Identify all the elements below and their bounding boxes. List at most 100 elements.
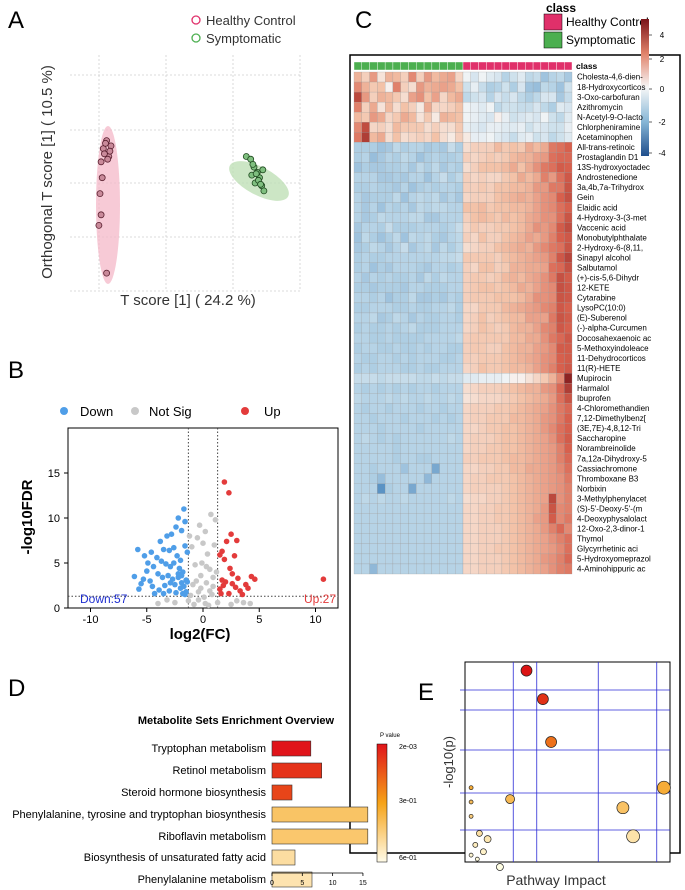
heatmap-cell: [377, 172, 386, 183]
heatmap-cell: [369, 332, 378, 344]
heatmap-cell: [540, 272, 549, 283]
heatmap-legend-healthy-swatch: [543, 13, 563, 31]
heatmap-cell: [525, 503, 534, 514]
heatmap-class-row: [353, 61, 573, 71]
heatmap-cell: [540, 453, 549, 464]
heatmap-cell: [416, 202, 425, 213]
heatmap-cell: [540, 363, 549, 374]
heatmap-cell: [400, 172, 409, 183]
heatmap-row-label: 12-KETE: [577, 284, 609, 293]
heatmap-cell: [353, 543, 362, 555]
heatmap-cell: [377, 292, 386, 304]
heatmap-cell: [377, 262, 386, 273]
heatmap-cell: [494, 112, 503, 123]
not-sig-point: [204, 551, 211, 557]
heatmap-cell: [377, 523, 386, 534]
heatmap-cell: [353, 553, 362, 565]
heatmap-cell: [501, 503, 510, 514]
heatmap-cell: [470, 403, 479, 414]
heatmap-cell: [447, 383, 456, 394]
heatmap-cell: [509, 423, 518, 434]
heatmap-cell: [361, 453, 370, 464]
heatmap-cell: [509, 363, 518, 374]
heatmap-cell: [353, 122, 362, 133]
heatmap-cell: [501, 252, 510, 263]
heatmap-cell: [447, 262, 456, 273]
heatmap-cell: [525, 152, 534, 163]
heatmap-cell: [525, 81, 534, 93]
heatmap-cell: [439, 453, 448, 464]
heatmap-cell: [447, 232, 456, 243]
down-point: [171, 544, 177, 551]
heatmap-cell: [361, 91, 370, 103]
heatmap-cell: [400, 543, 409, 555]
heatmap-cell: [455, 262, 464, 273]
heatmap-cell: [455, 152, 464, 163]
heatmap-cell: [548, 142, 557, 153]
heatmap-cell: [455, 242, 464, 253]
heatmap-cell: [416, 563, 425, 575]
heatmap-cell: [385, 533, 394, 545]
heatmap-cell: [369, 152, 378, 163]
heatmap-cell: [470, 272, 479, 283]
heatmap-cell: [392, 91, 401, 103]
heatmap-cell: [462, 292, 471, 304]
heatmap-cell: [385, 332, 394, 344]
heatmap-cell: [556, 493, 565, 504]
heatmap-cell: [392, 172, 401, 183]
colorbar-tick-label: 2: [660, 55, 665, 64]
enrichment-bar-label: Retinol metabolism: [172, 765, 266, 777]
heatmap-cell: [532, 162, 541, 173]
heatmap-cell: [431, 453, 440, 464]
heatmap-cell: [416, 553, 425, 565]
heatmap-cell: [564, 182, 573, 193]
heatmap-cell: [564, 101, 573, 113]
heatmap-cell: [385, 202, 394, 213]
heatmap-cell: [517, 222, 526, 233]
heatmap-legend-title: class: [546, 1, 576, 15]
heatmap-cell: [525, 202, 534, 213]
down-point: [141, 553, 148, 559]
heatmap-cell: [548, 563, 557, 575]
down-point: [151, 590, 158, 597]
heatmap-cell: [532, 292, 541, 304]
heatmap-cell: [517, 413, 526, 424]
heatmap-cell: [501, 543, 510, 555]
heatmap-cell: [408, 242, 417, 253]
pathway-point: [483, 835, 492, 843]
heatmap-cell: [385, 563, 394, 575]
heatmap-cell: [377, 563, 386, 575]
heatmap-cell: [400, 312, 409, 324]
not-sig-point: [195, 597, 202, 603]
heatmap-cell: [501, 443, 510, 454]
heatmap-cell: [400, 473, 409, 484]
down-point: [150, 563, 157, 570]
down-point: [172, 581, 178, 588]
heatmap-cell: [478, 533, 487, 545]
class-cell-healthy: [548, 61, 557, 71]
not-sig-point: [172, 599, 178, 606]
heatmap-cell: [517, 262, 526, 273]
not-sig-point: [194, 535, 201, 541]
heatmap-cell: [532, 373, 541, 384]
enrichment-bar: [271, 784, 293, 801]
down-point: [149, 583, 156, 590]
up-count-label: Up:27: [304, 592, 336, 606]
heatmap-cell: [392, 473, 401, 484]
pathway-point: [616, 801, 630, 815]
heatmap-cell: [548, 342, 557, 354]
heatmap-row-label: Glycyrrhetinic aci: [577, 545, 638, 554]
heatmap-cell: [564, 413, 573, 424]
heatmap-cell: [462, 543, 471, 555]
heatmap-cell: [486, 122, 495, 133]
heatmap-cell: [462, 523, 471, 534]
heatmap-cell: [556, 282, 565, 294]
heatmap-cell: [439, 493, 448, 504]
heatmap-cell: [509, 322, 518, 334]
pvalue-tick-mid: 3e-01: [399, 798, 417, 805]
heatmap-cell: [455, 403, 464, 414]
heatmap-cell: [353, 533, 362, 545]
heatmap-cell: [486, 192, 495, 203]
not-sig-point: [234, 598, 240, 604]
healthy-point: [97, 158, 105, 166]
